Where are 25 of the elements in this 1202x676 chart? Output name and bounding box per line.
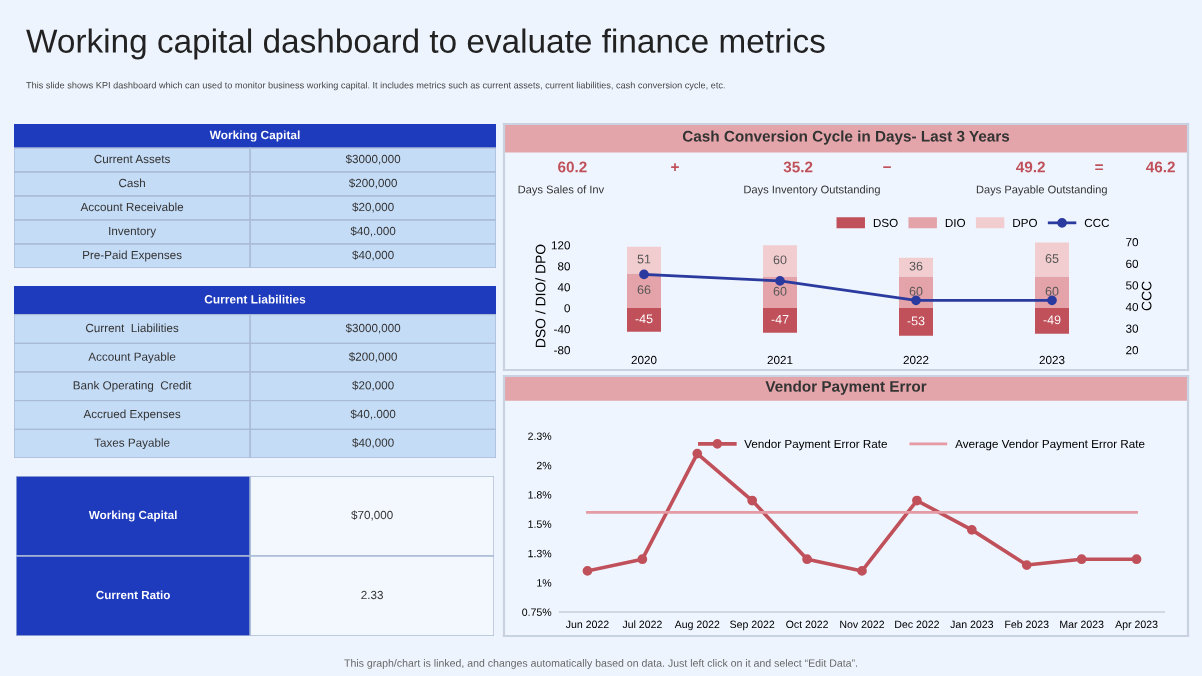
point <box>1131 554 1142 565</box>
text: Working capital dashboard to evaluate finance metrics <box>26 28 825 60</box>
point <box>692 448 703 459</box>
bar <box>627 273 661 309</box>
point <box>639 269 649 280</box>
bar <box>763 308 797 333</box>
point <box>747 495 758 506</box>
point <box>912 495 922 506</box>
point <box>582 566 593 576</box>
point <box>1021 560 1032 570</box>
point <box>857 566 867 576</box>
point <box>911 295 921 306</box>
bar <box>763 245 797 277</box>
point <box>637 554 648 565</box>
bar <box>899 308 933 336</box>
bar <box>1035 308 1069 334</box>
bar <box>627 246 661 274</box>
bar <box>899 257 933 277</box>
point <box>966 525 977 535</box>
bar <box>627 308 661 332</box>
point <box>1076 554 1087 565</box>
bar <box>1035 242 1069 277</box>
point <box>802 554 812 565</box>
point <box>1047 295 1057 306</box>
point <box>775 276 785 286</box>
